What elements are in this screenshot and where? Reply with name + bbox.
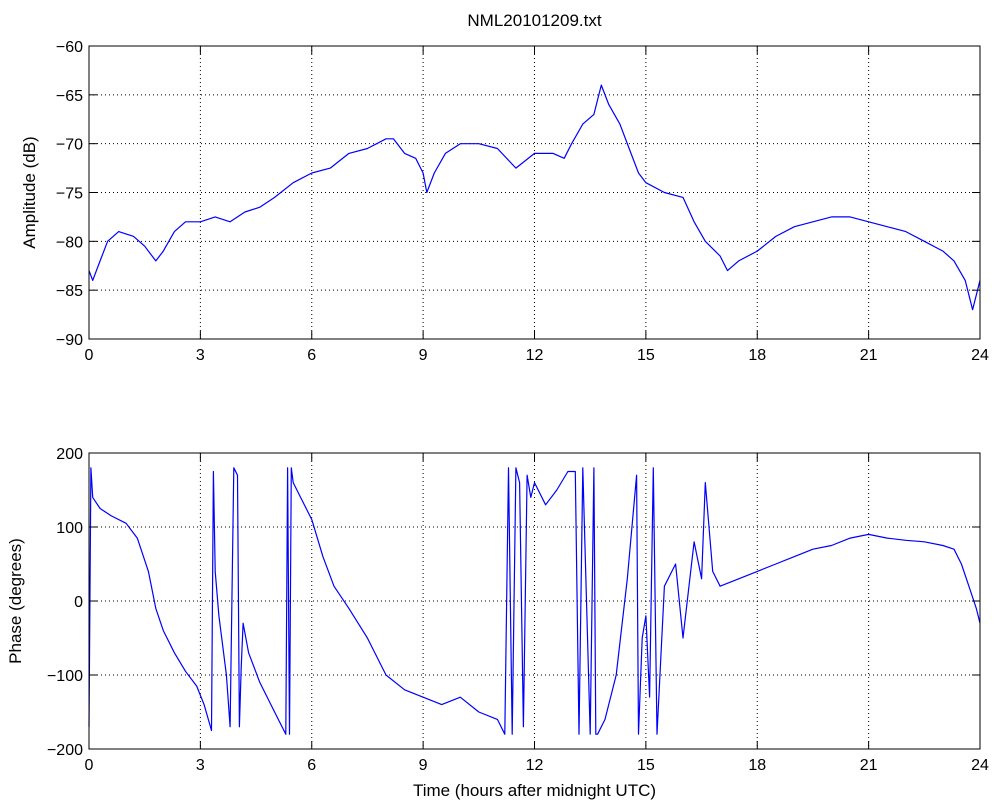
y-tick-label: −80 [56,234,83,251]
x-tick-label: 9 [419,347,428,364]
y-tick-label: −100 [47,668,83,685]
x-tick-label: 12 [526,757,544,774]
y-tick-label: 100 [56,520,83,537]
y-tick-label: 0 [74,594,83,611]
x-tick-label: 18 [748,757,766,774]
x-tick-label: 6 [307,757,316,774]
y-tick-label: −75 [56,186,83,203]
y-tick-label: −90 [56,332,83,349]
x-tick-label: 6 [307,347,316,364]
x-tick-label: 24 [971,757,989,774]
chart-panel-1: 0 3 6 9 12 15 18 21 24 −60 −65 −70 −75 −80 −85 −90 NML20… [20,11,989,364]
x-tick-label: 24 [971,347,989,364]
x-tick-label: 3 [196,347,205,364]
x-tick-label: 18 [748,347,766,364]
y-tick-label: 200 [56,446,83,463]
y-tick-label: −60 [56,39,83,56]
y-tick-label: −85 [56,283,83,300]
x-tick-label: 0 [85,347,94,364]
x-axis-label: Time (hours after midnight UTC) [413,781,656,800]
y-axis-label: Phase (degrees) [6,538,25,664]
y-axis-label: Amplitude (dB) [20,136,39,248]
chart-panel-2: 0 3 6 9 12 15 18 21 24 200 100 0 −100 −200 Phase (degr… [6,446,989,800]
series-line-1 [88,467,981,735]
series-line-1 [88,84,981,311]
y-tick-label: −70 [56,137,83,154]
x-tick-label: 3 [196,757,205,774]
x-tick-label: 0 [85,757,94,774]
x-tick-label: 12 [526,347,544,364]
chart-title: NML20101209.txt [467,11,601,30]
x-tick-label: 15 [637,347,655,364]
panels: 0 3 6 9 12 15 18 21 24 −60 −65 −70 −75 −80 −85 −90 NML20… [6,11,989,800]
x-tick-label: 21 [860,757,878,774]
x-tick-label: 21 [860,347,878,364]
y-tick-label: −65 [56,88,83,105]
y-tick-label: −200 [47,742,83,759]
x-tick-label: 9 [419,757,428,774]
x-tick-label: 15 [637,757,655,774]
